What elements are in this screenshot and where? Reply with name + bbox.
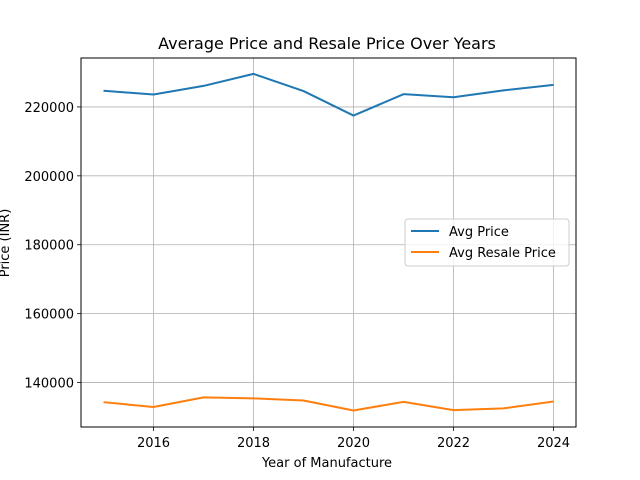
- x-axis-ticks: 2016 2018 2020 2022 2024: [137, 427, 570, 451]
- legend-frame: [404, 218, 570, 267]
- chart-title: Average Price and Resale Price Over Year…: [158, 34, 496, 53]
- x-tick-label: 2018: [237, 436, 270, 451]
- legend-label-1: Avg Resale Price: [449, 246, 556, 261]
- y-tick-label: 140000: [24, 377, 74, 392]
- series-lines: [103, 72, 554, 412]
- legend-label-0: Avg Price: [449, 225, 509, 240]
- y-axis-ticks: 140000 160000 180000 200000 220000: [24, 101, 81, 392]
- y-tick-label: 180000: [24, 239, 74, 254]
- x-tick-label: 2016: [137, 436, 170, 451]
- x-tick-label: 2022: [437, 436, 470, 451]
- x-tick-label: 2024: [537, 436, 570, 451]
- x-tick-label: 2020: [337, 436, 370, 451]
- legend: Avg Price Avg Resale Price: [404, 218, 570, 267]
- series-line-0: [103, 72, 554, 117]
- y-tick-label: 160000: [24, 308, 74, 323]
- y-tick-label: 200000: [24, 170, 74, 185]
- y-tick-label: 220000: [24, 101, 74, 116]
- series-line-1: [103, 396, 554, 412]
- y-axis-label: Price (INR): [0, 209, 13, 278]
- plot-area-frame: [80, 57, 577, 428]
- x-axis-label: Year of Manufacture: [261, 456, 392, 471]
